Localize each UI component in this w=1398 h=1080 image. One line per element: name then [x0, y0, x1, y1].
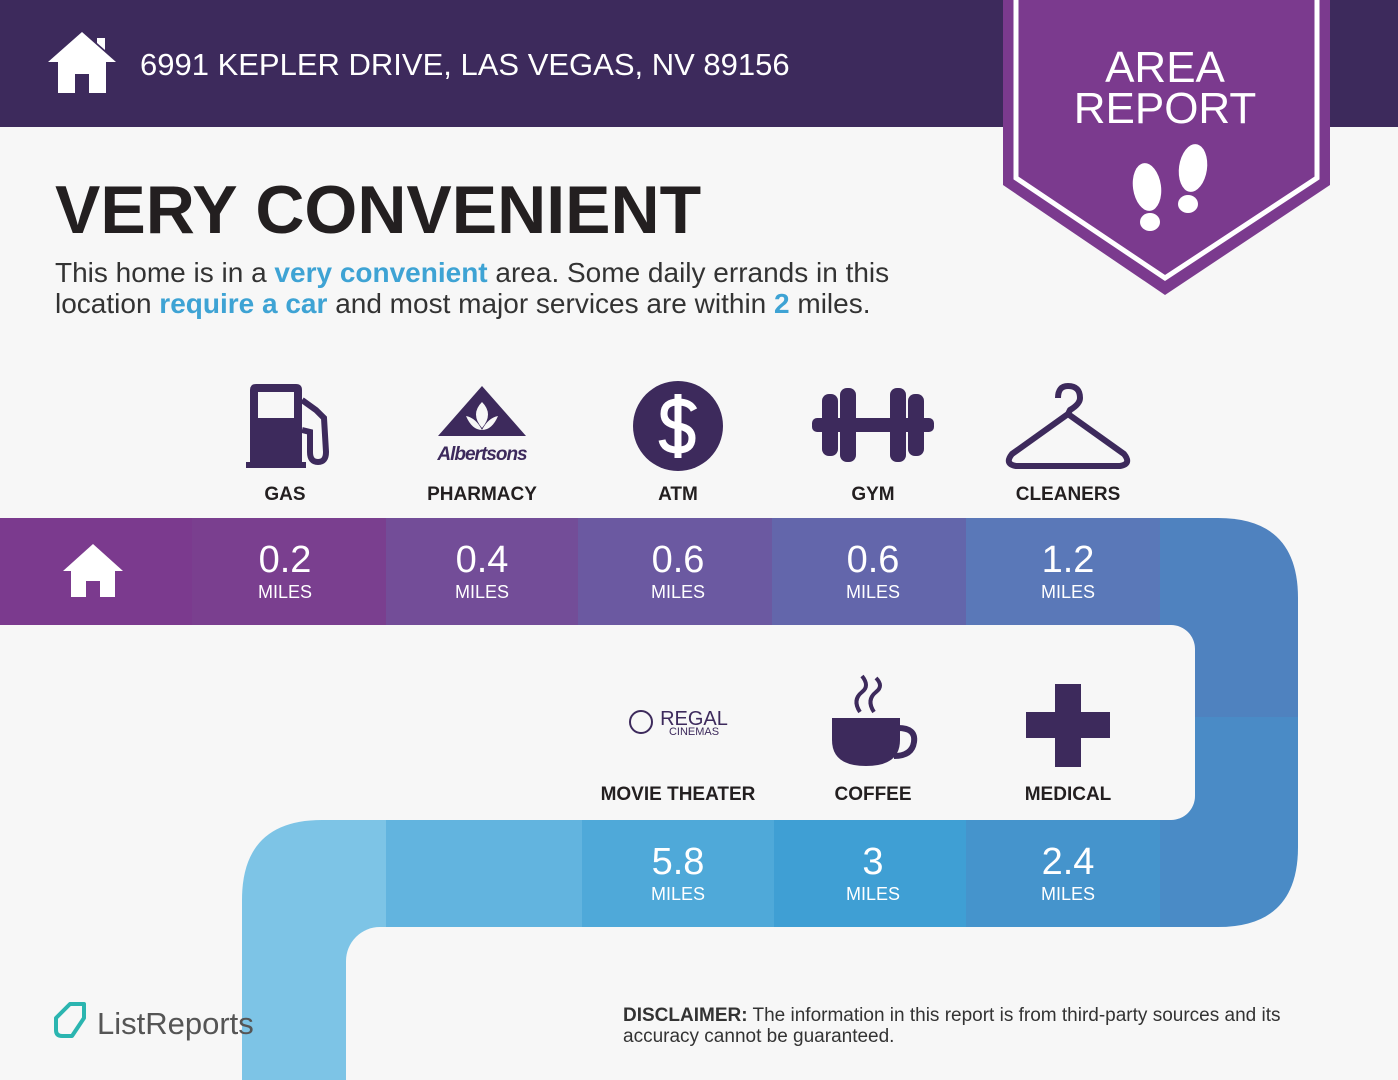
disclaimer-label: DISCLAIMER:: [623, 1005, 748, 1026]
summary-highlight: require a car: [159, 288, 327, 319]
home-icon: [48, 32, 116, 93]
road-cell: [774, 820, 966, 927]
disclaimer-text: The information in this report is from t…: [753, 1005, 1281, 1026]
road-cell: [966, 820, 1160, 927]
badge-title: AREA: [1105, 43, 1225, 92]
amenity-label: GAS: [264, 484, 305, 505]
logo-text: CINEMAS: [669, 726, 719, 738]
distance-value: 5.8: [652, 841, 705, 883]
summary-line: location require a car and most major se…: [55, 288, 871, 319]
disclaimer: DISCLAIMER: The information in this repo…: [623, 1005, 1280, 1026]
road-cell: [578, 518, 772, 625]
amenity-label: COFFEE: [834, 784, 911, 805]
distance-unit: MILES: [258, 582, 312, 602]
distance-value: 2.4: [1042, 841, 1095, 883]
amenity-label: PHARMACY: [427, 484, 537, 505]
distance-unit: MILES: [1041, 582, 1095, 602]
distance-value: 3: [862, 841, 883, 883]
amenity-label: GYM: [851, 484, 894, 505]
movie-logo: REGAL CINEMAS: [629, 708, 728, 738]
coffee-icon: [832, 674, 918, 766]
footsteps-icon: [1132, 144, 1208, 231]
summary-text: location: [55, 288, 152, 319]
amenity-label: MEDICAL: [1025, 784, 1112, 805]
summary-text: area. Some daily errands in this: [495, 257, 889, 288]
amenity-label: CLEANERS: [1016, 484, 1121, 505]
road-gap: [0, 625, 1195, 820]
badge-title: REPORT: [1074, 84, 1257, 133]
distance-value: 1.2: [1042, 539, 1095, 581]
brand-logo: [54, 1002, 86, 1038]
road-gap: [346, 927, 1398, 1080]
road-cell: [966, 518, 1160, 625]
atm-icon: [633, 381, 723, 471]
cleaners-icon: [1005, 383, 1131, 469]
distance-unit: MILES: [846, 582, 900, 602]
distance-unit: MILES: [455, 582, 509, 602]
amenity-label: MOVIE THEATER: [601, 784, 756, 805]
distance-value: 0.6: [652, 539, 705, 581]
distance-unit: MILES: [1041, 884, 1095, 904]
distance-value: 0.6: [847, 539, 900, 581]
road-cell: [192, 518, 386, 625]
distance-unit: MILES: [651, 582, 705, 602]
amenity-label: ATM: [658, 484, 698, 505]
summary-text: miles.: [797, 288, 870, 319]
logo-text: Albertsons: [436, 444, 527, 465]
badge-border: [1013, 0, 1320, 282]
summary-text: This home is in a: [55, 257, 267, 288]
summary-title: VERY CONVENIENT: [55, 172, 701, 248]
pharmacy-logo: Albertsons: [436, 386, 528, 465]
summary-text: and most major services are within: [335, 288, 766, 319]
medical-icon: [1026, 684, 1110, 767]
address: 6991 KEPLER DRIVE, LAS VEGAS, NV 89156: [140, 47, 790, 82]
road-cell: [582, 820, 774, 927]
brand-name: ListReports: [97, 1006, 254, 1041]
icons: Albertsons REGAL CINEMAS: [246, 381, 1131, 767]
road-segment: [386, 820, 582, 927]
summary-line: This home is in a very convenient area. …: [55, 257, 889, 288]
distance-unit: MILES: [651, 884, 705, 904]
distance-value: 0.4: [456, 539, 509, 581]
distance-unit: MILES: [846, 884, 900, 904]
distance-value: 0.2: [259, 539, 312, 581]
home-icon: [63, 544, 123, 597]
summary-highlight: 2: [774, 288, 790, 319]
gym-icon: [812, 388, 934, 462]
summary-highlight: very convenient: [274, 257, 487, 288]
logo-text: REGAL: [660, 708, 728, 730]
road-cell: [386, 518, 578, 625]
disclaimer: accuracy cannot be guaranteed.: [623, 1026, 894, 1047]
road-cells: GAS0.2MILESPHARMACY0.4MILESATM0.6MILESGY…: [192, 484, 1160, 927]
gas-icon: [246, 384, 330, 468]
road-cell: [772, 518, 966, 625]
